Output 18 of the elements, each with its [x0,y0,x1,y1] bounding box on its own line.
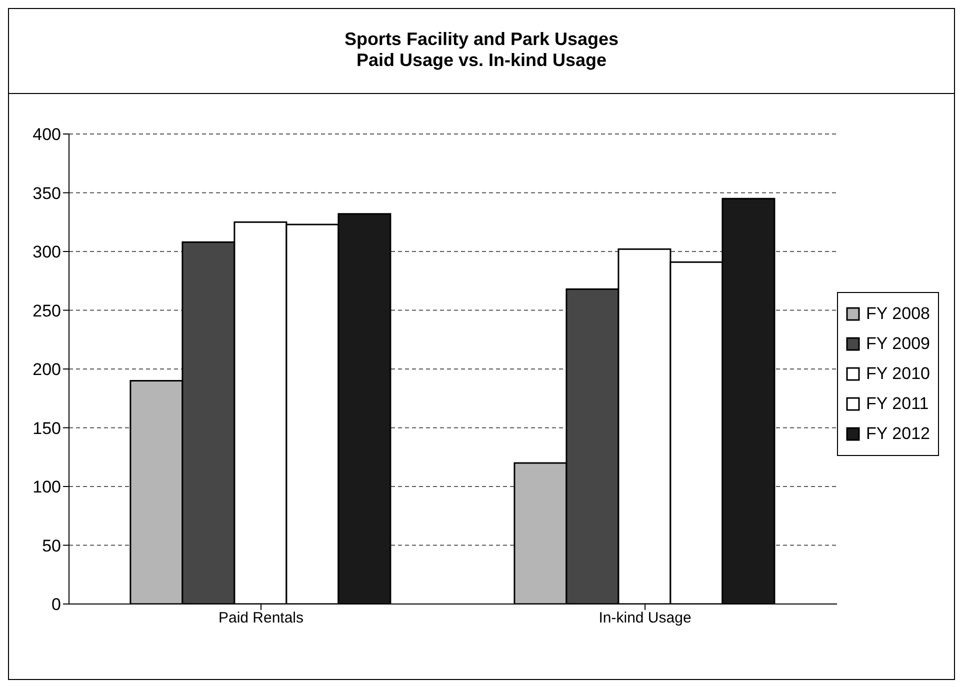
y-tick-label: 350 [32,184,61,203]
legend-label: FY 2010 [866,363,930,385]
legend-label: FY 2012 [866,423,930,445]
y-tick-label: 250 [32,301,61,320]
chart-subtitle: Paid Usage vs. In-kind Usage [355,50,608,71]
chart-title: Sports Facility and Park Usages [343,29,620,50]
legend-label: FY 2011 [866,393,929,415]
y-tick-label: 100 [32,478,61,497]
x-tick-label: In-kind Usage [598,610,692,627]
y-tick-label: 0 [52,595,61,614]
legend-label: FY 2009 [866,333,930,355]
y-tick-label: 300 [32,242,61,262]
y-tick-label: 400 [32,125,61,144]
y-tick-label: 200 [32,360,61,380]
y-tick-label: 150 [32,418,61,438]
y-tick-label: 50 [42,536,61,556]
x-tick-label: Paid Rentals [218,610,304,627]
legend-label: FY 2008 [866,303,930,325]
